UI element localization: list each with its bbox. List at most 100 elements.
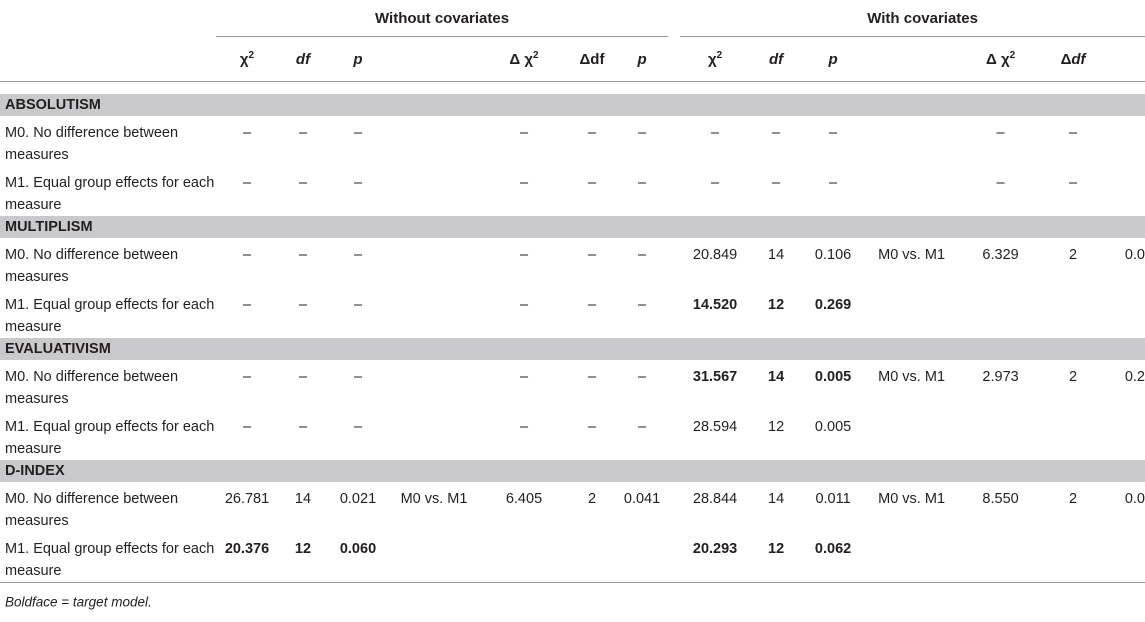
table-cell: 8.550 — [982, 491, 1019, 507]
table-cell: – — [298, 369, 308, 385]
header-blank — [0, 0, 216, 37]
table-cell: 0.062 — [802, 532, 865, 583]
table-cell — [388, 238, 480, 288]
table-cell — [864, 532, 960, 583]
table-cell: 2 — [587, 491, 597, 507]
table-row: M1. Equal group effects for each measure… — [0, 532, 1145, 583]
col-header-gap — [668, 36, 681, 82]
table-cell: – — [829, 175, 838, 191]
table-cell: – — [298, 419, 308, 435]
table-row: M0. No difference between measures – – – – – –… — [0, 116, 1145, 166]
col-header-p: p — [328, 36, 388, 82]
table-cell: 12 — [768, 297, 785, 313]
section-header: D-INDEX — [0, 460, 1145, 482]
table-cell: 20.376 — [216, 532, 278, 583]
table-cell — [388, 360, 480, 410]
column-gap — [668, 360, 680, 410]
table-cell: 6.405 — [505, 491, 543, 507]
table-cell: – — [519, 297, 529, 313]
table-cell: 14 — [768, 369, 785, 385]
table-cell: – — [1104, 116, 1145, 166]
col-header-delta-df: Δdf — [568, 36, 616, 82]
col-header-df: df — [278, 36, 328, 82]
table-cell: – — [587, 419, 597, 435]
table-cell: 2.973 — [982, 369, 1019, 385]
table-cell: – — [587, 125, 597, 141]
table-cell — [864, 288, 959, 338]
table-cell: – — [638, 125, 647, 141]
table-cell: – — [242, 247, 252, 263]
table-cell — [480, 532, 568, 583]
row-label: M0. No difference between measures — [5, 491, 179, 529]
table-cell: – — [242, 175, 252, 191]
table-cell — [568, 532, 616, 583]
footnote: Boldface = target model. — [5, 594, 152, 610]
table-cell: – — [298, 125, 308, 141]
column-gap — [668, 532, 681, 583]
table-cell: – — [638, 369, 647, 385]
table-cell: – — [298, 247, 308, 263]
table-cell: 14 — [768, 247, 785, 263]
col-header-delta-chi2-cov: Δ χ2 — [959, 36, 1043, 82]
group-header-with-covariates: With covariates — [680, 0, 1145, 37]
table-cell: 0.021 — [339, 491, 377, 507]
table-cell: – — [242, 369, 252, 385]
column-gap — [668, 482, 680, 532]
section-header: EVALUATIVISM — [0, 338, 1145, 360]
table-cell: – — [638, 297, 647, 313]
table-cell: – — [519, 175, 529, 191]
table-cell: – — [519, 125, 529, 141]
col-header-p-diff: p — [616, 36, 669, 82]
section-header: MULTIPLISM — [0, 216, 1145, 238]
table-cell — [959, 532, 1043, 583]
table-cell: – — [353, 297, 363, 313]
table-cell: – — [638, 175, 647, 191]
table-cell — [1104, 410, 1145, 460]
col-header-chi2: χ2 — [216, 36, 278, 82]
col-header-comparison — [388, 36, 480, 82]
table-cell: 12 — [278, 532, 328, 583]
table-cell: 2 — [1069, 369, 1078, 385]
table-cell: 14.520 — [692, 297, 738, 313]
table-cell — [864, 410, 959, 460]
table-cell: – — [1069, 125, 1078, 141]
header-gap — [668, 0, 680, 37]
table-cell: – — [829, 125, 838, 141]
table-cell — [388, 116, 480, 166]
table-cell: – — [519, 247, 529, 263]
table-cell — [1104, 532, 1145, 583]
table-cell: 0.041 — [623, 491, 661, 507]
table-cell: 2 — [1069, 491, 1078, 507]
table-cell: – — [587, 175, 597, 191]
model-comparison-table: Without covariates With covariates χ2 df… — [0, 0, 1145, 583]
table-cell: 28.594 — [692, 419, 738, 435]
row-label: M0. No difference between measures — [5, 125, 179, 163]
table-cell: – — [519, 419, 529, 435]
table-cell: – — [298, 175, 308, 191]
table-cell: – — [638, 247, 647, 263]
column-gap — [668, 288, 680, 338]
table-cell: – — [996, 175, 1005, 191]
table-cell: – — [772, 125, 781, 141]
table-cell — [388, 288, 480, 338]
table-cell — [388, 166, 480, 216]
table-cell: – — [1104, 166, 1145, 216]
table-cell: – — [638, 419, 647, 435]
table-cell: M0 vs. M1 — [878, 491, 946, 507]
table-cell: 0.011 — [815, 491, 851, 507]
table-cell — [388, 532, 480, 583]
col-header-delta-df-cov: Δdf — [1042, 36, 1105, 82]
table-cell: – — [772, 175, 781, 191]
table-cell: – — [242, 125, 252, 141]
col-header-chi2-cov: χ2 — [680, 36, 751, 82]
section-header: ABSOLUTISM — [0, 94, 1145, 116]
table-cell: – — [242, 297, 252, 313]
table-cell — [959, 410, 1042, 460]
table-cell: 31.567 — [692, 369, 738, 385]
table-cell — [616, 532, 669, 583]
table-cell: – — [1069, 175, 1078, 191]
table-cell: 0.005 — [814, 419, 852, 435]
table-cell: – — [353, 175, 363, 191]
table-cell: 0.269 — [814, 297, 852, 313]
table-row: M0. No difference between measures – – – – – –… — [0, 360, 1145, 410]
